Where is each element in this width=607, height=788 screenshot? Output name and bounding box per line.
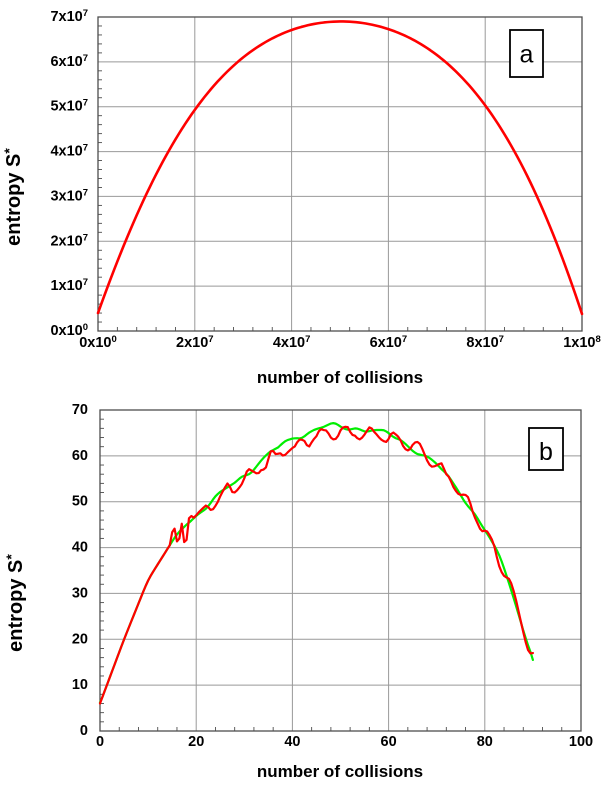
svg-text:30: 30: [72, 585, 88, 601]
svg-text:70: 70: [72, 402, 88, 418]
svg-text:8x107: 8x107: [466, 334, 504, 351]
svg-text:20: 20: [72, 631, 88, 647]
svg-text:2x107: 2x107: [176, 334, 214, 351]
svg-text:2x107: 2x107: [50, 232, 88, 249]
svg-text:7x107: 7x107: [50, 8, 88, 25]
svg-text:0: 0: [80, 723, 88, 739]
svg-text:40: 40: [284, 734, 300, 750]
svg-text:b: b: [539, 438, 553, 466]
svg-text:entropy S*: entropy S*: [3, 554, 27, 652]
svg-text:5x107: 5x107: [50, 98, 88, 115]
svg-text:40: 40: [72, 540, 88, 556]
svg-text:6x107: 6x107: [370, 334, 408, 351]
svg-text:entropy S*: entropy S*: [1, 148, 25, 246]
svg-text:100: 100: [569, 734, 593, 750]
svg-text:10: 10: [72, 677, 88, 693]
svg-text:80: 80: [477, 734, 493, 750]
svg-text:3x107: 3x107: [50, 187, 88, 204]
svg-text:60: 60: [72, 448, 88, 464]
svg-text:20: 20: [188, 734, 204, 750]
svg-text:50: 50: [72, 494, 88, 510]
svg-text:6x107: 6x107: [50, 53, 88, 70]
svg-text:4x107: 4x107: [50, 143, 88, 160]
svg-text:number of collisions: number of collisions: [257, 762, 423, 781]
svg-text:a: a: [520, 41, 534, 69]
svg-text:1x108: 1x108: [563, 334, 601, 351]
svg-text:number of collisions: number of collisions: [257, 368, 423, 387]
svg-text:0: 0: [96, 734, 104, 750]
svg-text:4x107: 4x107: [273, 334, 311, 351]
svg-text:0x100: 0x100: [79, 334, 117, 351]
svg-text:1x107: 1x107: [50, 277, 88, 294]
svg-text:60: 60: [381, 734, 397, 750]
